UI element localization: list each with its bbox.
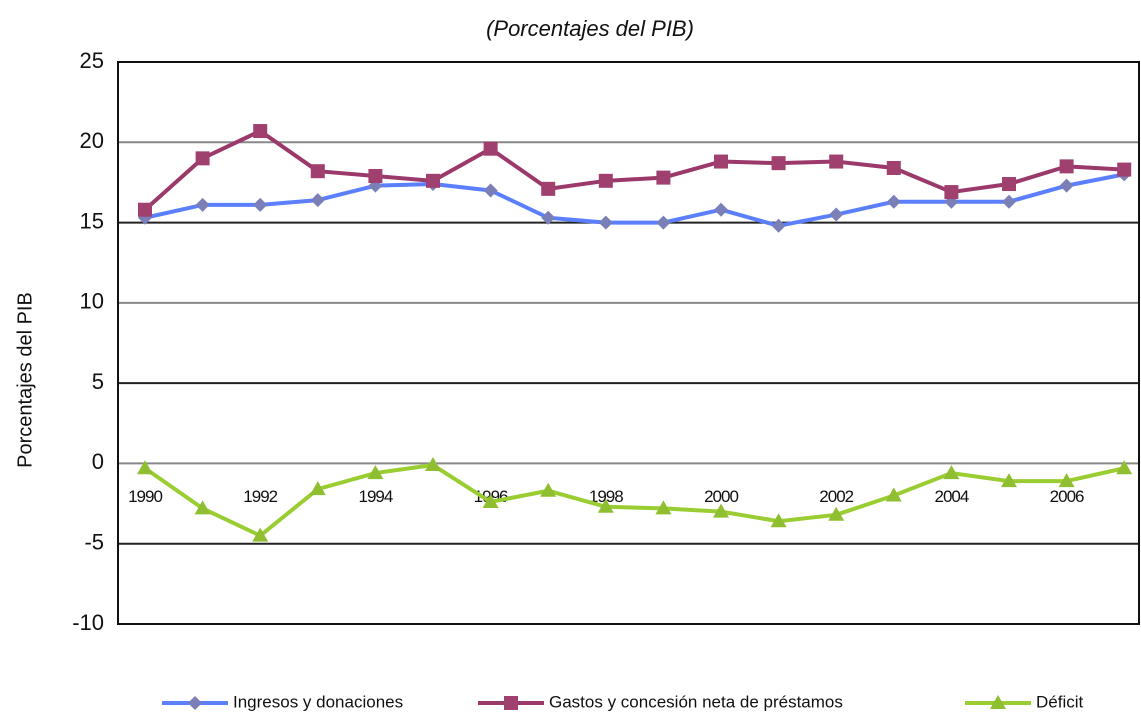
data-point [194, 500, 211, 515]
y-tick-label: 5 [92, 369, 104, 394]
x-tick-label: 1992 [243, 487, 277, 506]
data-point [1002, 177, 1016, 192]
x-tick-label: 2000 [704, 487, 738, 506]
data-point [310, 164, 325, 179]
data-point [253, 197, 268, 212]
data-point [1059, 178, 1074, 193]
data-point [829, 154, 844, 169]
y-tick-label: -5 [84, 530, 104, 555]
x-tick-label: 1994 [358, 487, 392, 506]
y-tick-label: 20 [80, 128, 104, 153]
data-point [1059, 159, 1074, 174]
y-tick-label: -10 [72, 610, 104, 635]
data-point [482, 493, 499, 508]
data-point [310, 193, 325, 208]
data-point [829, 207, 844, 222]
y-tick-label: 0 [92, 449, 104, 474]
data-point [540, 482, 557, 497]
data-point [1001, 473, 1017, 488]
data-point [483, 141, 498, 156]
data-point [656, 170, 671, 185]
data-point [770, 513, 787, 528]
series-line [144, 172, 1125, 228]
data-point [656, 215, 671, 230]
data-point [886, 160, 901, 175]
data-point [828, 506, 845, 521]
legend-marker [990, 695, 1006, 709]
data-point [771, 218, 786, 233]
data-point [137, 460, 153, 475]
x-tick-label: 2004 [934, 487, 968, 506]
x-tick-label: 2006 [1050, 487, 1084, 506]
series-line [143, 129, 1125, 212]
data-point [944, 185, 959, 200]
data-point [885, 487, 902, 502]
y-tick-label: 10 [80, 289, 104, 314]
data-point [541, 210, 556, 225]
data-point [714, 202, 728, 217]
plot-frame [117, 61, 1140, 625]
data-point [597, 498, 614, 513]
data-point [886, 194, 901, 209]
data-point [138, 202, 152, 217]
y-axis-label: Porcentajes del PIB [14, 292, 36, 468]
data-point [541, 181, 556, 196]
data-point [1002, 194, 1016, 209]
data-point [943, 465, 960, 480]
x-tick-label: 1990 [128, 487, 162, 506]
data-point [598, 215, 613, 230]
data-point [368, 169, 383, 184]
y-tick-label: 15 [80, 208, 104, 233]
data-point [1058, 473, 1075, 488]
legend-label: Ingresos y donaciones [233, 692, 403, 711]
data-point [426, 173, 440, 188]
data-point [425, 457, 441, 472]
data-point [367, 465, 384, 480]
x-tick-label: 2002 [819, 487, 853, 506]
data-point [598, 173, 613, 188]
data-point [655, 500, 672, 515]
y-tick-label: 25 [80, 48, 104, 73]
chart-title: (Porcentajes del PIB) [486, 16, 694, 41]
x-tick-label: 1998 [589, 487, 623, 506]
legend-marker [188, 696, 202, 710]
data-point [309, 481, 326, 496]
series-line [143, 463, 1125, 538]
legend-label: Déficit [1036, 692, 1084, 711]
data-point [252, 527, 269, 542]
data-point [195, 197, 210, 212]
data-point [1117, 162, 1132, 177]
data-point [771, 156, 786, 171]
legend-label: Gastos y concesión neta de préstamos [549, 692, 843, 711]
data-point [195, 151, 210, 166]
data-point [713, 503, 729, 518]
data-point [1116, 460, 1133, 475]
data-point [253, 124, 268, 139]
data-point [483, 183, 498, 198]
data-point [714, 154, 728, 169]
legend-marker [504, 696, 518, 710]
